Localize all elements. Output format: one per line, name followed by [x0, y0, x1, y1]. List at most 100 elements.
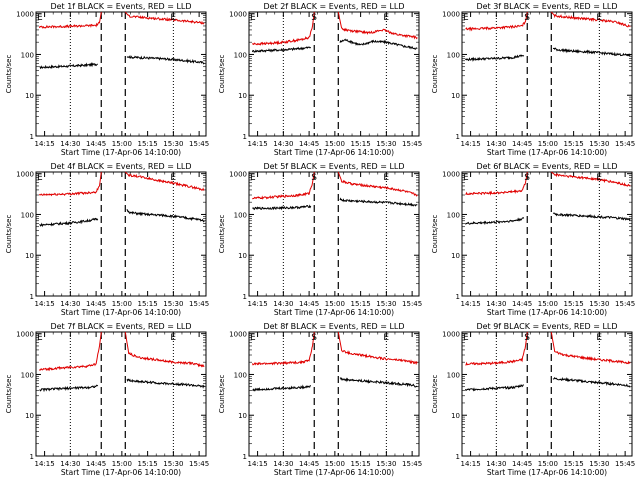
y-tick-label: 10: [238, 92, 247, 100]
x-tick-label: 15:15: [138, 140, 158, 148]
panel-det-8: Det 8f BLACK = Events, RED = LLD 1 10 100 10…: [218, 322, 422, 477]
y-tick-label: 100: [234, 371, 247, 379]
x-tick-label: 15:45: [402, 140, 422, 148]
x-tick-label: 15:30: [376, 140, 396, 148]
y-tick-label: 10: [25, 412, 34, 420]
y-tick-label: 1: [243, 453, 247, 461]
x-tick-label: 15:30: [163, 300, 183, 308]
y-tick-label: 100: [21, 51, 34, 59]
panel-det-9: Det 9f BLACK = Events, RED = LLD 1 10 100 10…: [431, 322, 635, 477]
x-tick-label: 14:45: [512, 140, 532, 148]
x-axis-label: Start Time (17-Apr-06 14:10:00): [61, 308, 181, 317]
x-tick-label: 15:45: [615, 300, 635, 308]
marker-label-e: E: [463, 333, 469, 343]
marker-label-e: E: [250, 13, 256, 23]
series-line-events: [464, 384, 524, 392]
y-tick-label: 100: [234, 211, 247, 219]
y-tick-label: 1: [243, 293, 247, 301]
marker-label-s: S: [311, 13, 317, 23]
series-line-lld: [251, 331, 315, 366]
x-tick-label: 15:30: [589, 300, 609, 308]
y-tick-label: 1000: [229, 331, 247, 339]
panel-title: Det 6f BLACK = Events, RED = LLD: [476, 162, 617, 171]
x-tick-label: 15:45: [615, 460, 635, 468]
series-line-lld: [465, 331, 528, 366]
y-axis-label: Counts/sec: [5, 215, 13, 254]
x-axis-label: Start Time (17-Apr-06 14:10:00): [274, 148, 394, 157]
x-tick-label: 15:45: [615, 140, 635, 148]
series-line-events: [126, 55, 205, 65]
series-line-lld: [124, 171, 205, 191]
series-line-events: [251, 46, 312, 53]
x-tick-label: 15:00: [112, 300, 132, 308]
y-tick-label: 100: [234, 51, 247, 59]
series-line-events: [39, 62, 98, 70]
x-axis-label: Start Time (17-Apr-06 14:10:00): [61, 468, 181, 477]
x-tick-label: 15:30: [163, 140, 183, 148]
y-tick-label: 1: [456, 293, 460, 301]
marker-label-e: E: [170, 333, 176, 343]
x-tick-label: 15:45: [189, 140, 209, 148]
series-line-lld: [550, 331, 631, 365]
x-tick-label: 15:30: [376, 460, 396, 468]
y-tick-label: 1: [30, 133, 34, 141]
panel-det-6: Det 6f BLACK = Events, RED = LLD 1 10 100 10…: [431, 162, 635, 317]
y-tick-label: 1: [243, 133, 247, 141]
panel-title: Det 7f BLACK = Events, RED = LLD: [50, 322, 191, 331]
marker-label-s: S: [524, 13, 530, 23]
y-axis-label: Counts/sec: [5, 375, 13, 414]
y-tick-label: 1000: [442, 11, 460, 19]
x-tick-label: 14:45: [86, 300, 106, 308]
panel-det-3: Det 3f BLACK = Events, RED = LLD 1 10 100 10…: [431, 2, 635, 157]
x-tick-label: 15:00: [325, 300, 345, 308]
y-tick-label: 100: [447, 211, 460, 219]
x-tick-label: 14:15: [247, 300, 267, 308]
series-line-lld: [252, 11, 315, 46]
series-line-events: [39, 217, 99, 228]
series-line-events: [552, 47, 631, 57]
plot-frame: [35, 171, 207, 297]
series-line-lld: [124, 11, 205, 25]
x-tick-label: 15:00: [112, 140, 132, 148]
x-tick-label: 15:00: [538, 140, 558, 148]
y-axis-label: Counts/sec: [431, 215, 439, 254]
series-line-lld: [465, 171, 528, 196]
x-axis-label: Start Time (17-Apr-06 14:10:00): [487, 308, 607, 317]
series-line-events: [552, 376, 631, 388]
panel-title: Det 5f BLACK = Events, RED = LLD: [263, 162, 404, 171]
x-tick-label: 15:45: [189, 300, 209, 308]
y-tick-label: 10: [451, 412, 460, 420]
y-tick-label: 1: [456, 453, 460, 461]
x-tick-label: 14:45: [512, 300, 532, 308]
series-line-events: [552, 212, 631, 221]
x-tick-label: 14:15: [460, 140, 480, 148]
marker-label-e: E: [463, 173, 469, 183]
panel-title: Det 8f BLACK = Events, RED = LLD: [263, 322, 404, 331]
x-axis-label: Start Time (17-Apr-06 14:10:00): [487, 148, 607, 157]
x-tick-label: 14:45: [299, 140, 319, 148]
y-axis-label: Counts/sec: [431, 55, 439, 94]
panel-title: Det 3f BLACK = Events, RED = LLD: [476, 2, 617, 11]
panel-det-5: Det 5f BLACK = Events, RED = LLD 1 10 100 10…: [218, 162, 422, 317]
panel-title: Det 1f BLACK = Events, RED = LLD: [50, 2, 191, 11]
y-axis-label: Counts/sec: [5, 55, 13, 94]
y-tick-label: 100: [21, 371, 34, 379]
y-axis-label: Counts/sec: [218, 375, 226, 414]
plot-frame: [248, 171, 420, 297]
x-tick-label: 15:15: [351, 460, 371, 468]
x-tick-label: 15:30: [589, 140, 609, 148]
x-tick-label: 14:30: [60, 140, 80, 148]
y-tick-label: 1000: [16, 11, 34, 19]
marker-label-e: E: [383, 333, 389, 343]
series-line-lld: [550, 11, 631, 28]
series-line-events: [252, 384, 312, 392]
plot-frame: [248, 331, 420, 457]
x-tick-label: 15:30: [376, 300, 396, 308]
y-tick-label: 1: [456, 133, 460, 141]
y-tick-label: 100: [21, 211, 34, 219]
series-line-lld: [39, 171, 102, 197]
panel-det-7: Det 7f BLACK = Events, RED = LLD 1 10 100 10…: [5, 322, 209, 477]
marker-label-e: E: [383, 173, 389, 183]
x-tick-label: 15:15: [564, 140, 584, 148]
y-tick-label: 10: [451, 252, 460, 260]
